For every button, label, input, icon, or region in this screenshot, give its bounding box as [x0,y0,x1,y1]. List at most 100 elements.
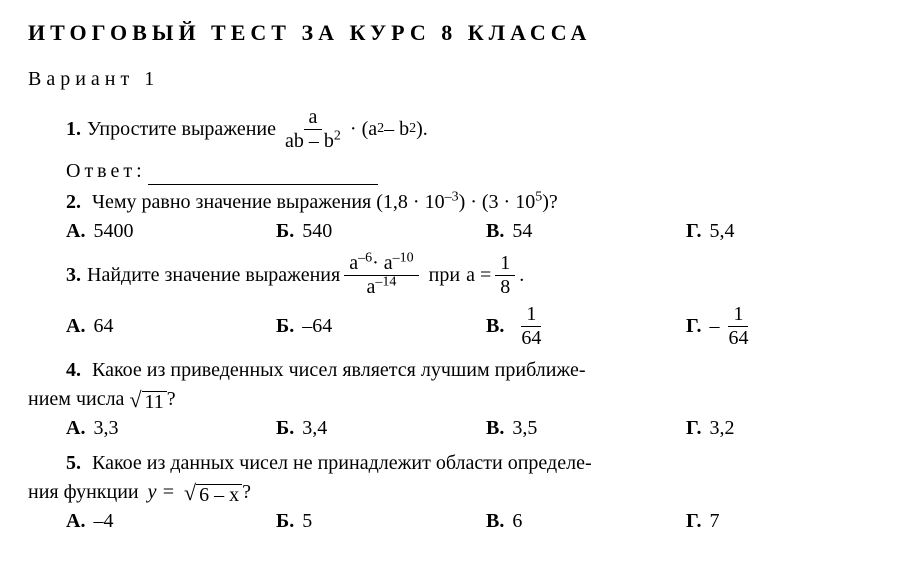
q3-d-neg: – [709,313,719,340]
q3-b-val: –64 [302,313,332,340]
q2-choice-d[interactable]: Г. 5,4 [686,218,734,245]
label-c: В. [486,313,504,340]
label-c: В. [486,218,504,245]
q2-choice-b[interactable]: Б. 540 [276,218,486,245]
q4-choice-c[interactable]: В.3,5 [486,415,686,442]
q1-number: 1. [66,116,81,143]
q3-num-a1: a [349,252,358,274]
q3-c-den: 64 [516,327,546,349]
label-d: Г. [686,508,701,535]
q4-sqrt-body: 11 [142,391,167,412]
q5-b-val: 5 [302,508,312,535]
q3-d-frac: 1 64 [723,304,753,349]
q2-choice-a[interactable]: А.5400 [66,218,276,245]
q3-frac2: 1 8 [495,253,515,298]
answer-row: Ответ: [28,158,885,185]
q4-choice-b[interactable]: Б. 3,4 [276,415,486,442]
q5-sqrt-body: 6 – x [196,484,242,505]
q5-choice-c[interactable]: В.6 [486,508,686,535]
label-d: Г. [686,415,701,442]
q3-number: 3. [66,262,81,289]
label-c: В. [486,415,504,442]
label-b: Б. [276,508,294,535]
q3-c-num: 1 [521,304,541,327]
label-a: А. [66,218,85,245]
q4-choice-d[interactable]: Г. 3,2 [686,415,734,442]
label-c: В. [486,508,504,535]
q2-mid: ) · (3 · 10 [459,191,536,213]
label-d: Г. [686,218,701,245]
q4-line2: нием числа √ 11 ? [28,386,885,413]
q3-eq: a = 1 8 . [466,253,524,298]
question-1: 1. Упростите выражение a ab – b2 · (a2 –… [28,107,885,152]
q3-num-s2: –10 [393,250,414,265]
q4-text2b: ? [167,388,176,410]
q2-tail: )? [542,191,558,213]
q2-choices: А.5400 Б. 540 В. 54 Г. 5,4 [28,218,885,245]
q1-mid1: · (a [350,116,377,143]
question-5: 5. Какое из данных чисел не принадлежит … [28,450,885,506]
sqrt-icon: √ [184,482,196,504]
q3-frac-den: a–14 [361,276,401,298]
q5-line1: 5. Какое из данных чисел не принадлежит … [28,450,885,477]
q3-den-s: –14 [375,274,396,289]
q3-c-frac: 1 64 [516,304,546,349]
q4-line1: 4. Какое из приведенных чисел является л… [28,357,885,384]
q2-b-val: 540 [302,218,332,245]
q5-sqrt: √ 6 – x [184,482,242,504]
q5-choice-a[interactable]: А.–4 [66,508,276,535]
q4-b-val: 3,4 [302,415,327,442]
answer-blank[interactable] [148,163,378,185]
q5-choice-b[interactable]: Б. 5 [276,508,486,535]
q3-frac-num: a–6· a–10 [344,253,418,276]
sqrt-icon: √ [129,389,141,411]
q3-d-num: 1 [728,304,748,327]
question-2: 2. Чему равно значение выражения (1,8 · … [28,189,885,216]
q5-text2b: ? [242,481,251,503]
q4-number: 4. [66,359,81,381]
q3-num-dot: · a [372,252,393,274]
q3-d-wrap: – 1 64 [709,304,757,349]
label-b: Б. [276,218,294,245]
q3-f2-num: 1 [495,253,515,276]
q3-choices: А.64 Б.–64 В. 1 64 Г. – 1 64 [28,304,885,349]
q5-text1: Какое из данных чисел не принадлежит обл… [92,452,592,474]
q4-choice-a[interactable]: А.3,3 [66,415,276,442]
q2-c-val: 54 [512,218,532,245]
q5-d-val: 7 [709,508,719,535]
label-a: А. [66,508,85,535]
variant-label: Вариант 1 [28,66,885,93]
label-a: А. [66,415,85,442]
q3-dot: . [519,262,524,289]
q3-d-den: 64 [723,327,753,349]
label-d: Г. [686,313,701,340]
q1-text: Упростите выражение [87,116,276,143]
q1-frac-num: a [304,107,323,130]
q2-choice-c[interactable]: В. 54 [486,218,686,245]
label-b: Б. [276,415,294,442]
page-title: ИТОГОВЫЙ ТЕСТ ЗА КУРС 8 КЛАССА [28,18,885,48]
q1-frac-den: ab – b2 [280,130,346,152]
q2-number: 2. [66,191,81,213]
q5-choices: А.–4 Б. 5 В.6 Г. 7 [28,508,885,535]
q5-choice-d[interactable]: Г. 7 [686,508,719,535]
q1-fraction: a ab – b2 [280,107,346,152]
q1-den-base: ab – b [285,130,334,152]
q4-choices: А.3,3 Б. 3,4 В.3,5 Г. 3,2 [28,415,885,442]
q3-choice-b[interactable]: Б.–64 [276,304,486,349]
q5-line2: ния функции y = √ 6 – x ? [28,479,885,506]
q2-text: Чему равно значение выражения (1,8 · 10 [92,191,445,213]
q3-eq-text: a = [466,262,491,289]
q3-fraction: a–6· a–10 a–14 [344,253,418,298]
q3-choice-d[interactable]: Г. – 1 64 [686,304,757,349]
q4-text2a: нием числа [28,388,124,410]
q5-text2a: ния функции [28,481,139,503]
q3-choice-c[interactable]: В. 1 64 [486,304,686,349]
q3-choice-a[interactable]: А.64 [66,304,276,349]
q4-d-val: 3,2 [709,415,734,442]
q3-num-s1: –6 [358,250,372,265]
question-4: 4. Какое из приведенных чисел является л… [28,357,885,413]
q2-d-val: 5,4 [709,218,734,245]
answer-label: Ответ: [66,160,146,182]
q3-text: Найдите значение выражения [87,262,340,289]
